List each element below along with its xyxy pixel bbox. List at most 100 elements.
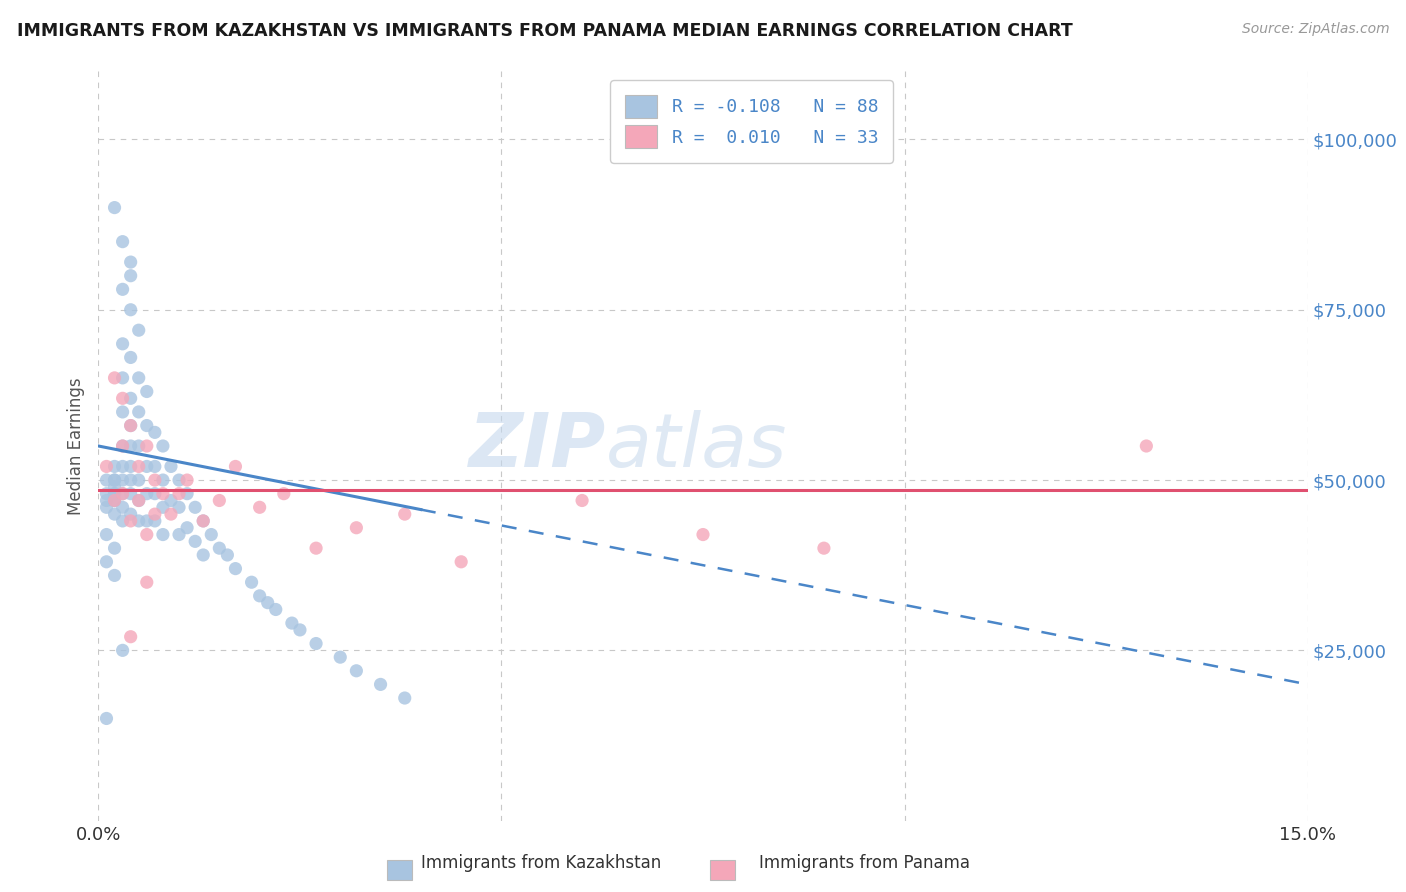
Point — [160, 507, 183, 521]
Point — [208, 541, 231, 556]
Point — [120, 418, 142, 433]
Text: Immigrants from Panama: Immigrants from Panama — [759, 855, 970, 872]
Point — [305, 636, 328, 650]
Text: Immigrants from Kazakhstan: Immigrants from Kazakhstan — [422, 855, 661, 872]
Point — [135, 486, 157, 500]
Point — [111, 392, 134, 406]
Point — [96, 555, 118, 569]
Point — [120, 418, 142, 433]
Point — [135, 527, 157, 541]
Point — [281, 616, 304, 631]
Point — [184, 500, 207, 515]
Legend: R = -0.108   N = 88, R =  0.010   N = 33: R = -0.108 N = 88, R = 0.010 N = 33 — [610, 80, 893, 163]
Point — [288, 623, 311, 637]
Point — [143, 473, 166, 487]
Point — [96, 500, 118, 515]
Point — [167, 486, 190, 500]
Point — [143, 514, 166, 528]
Point — [103, 486, 125, 500]
Point — [103, 486, 125, 500]
Point — [103, 493, 125, 508]
Point — [120, 351, 142, 365]
Point — [167, 473, 190, 487]
Y-axis label: Median Earnings: Median Earnings — [66, 377, 84, 515]
Point — [256, 596, 278, 610]
Point — [193, 514, 215, 528]
Point — [135, 418, 157, 433]
Point — [103, 541, 125, 556]
Point — [120, 268, 142, 283]
Point — [143, 507, 166, 521]
Point — [128, 405, 150, 419]
Point — [176, 521, 198, 535]
Point — [224, 561, 246, 575]
Point — [450, 555, 472, 569]
Point — [128, 371, 150, 385]
Point — [152, 486, 174, 500]
Point — [103, 473, 125, 487]
Point — [111, 643, 134, 657]
Point — [249, 589, 271, 603]
Point — [96, 459, 118, 474]
Point — [249, 500, 271, 515]
Point — [273, 486, 295, 500]
Point — [128, 323, 150, 337]
Point — [120, 439, 142, 453]
Point — [370, 677, 392, 691]
Point — [692, 527, 714, 541]
Point — [135, 439, 157, 453]
Point — [813, 541, 835, 556]
Point — [160, 493, 183, 508]
Point — [120, 630, 142, 644]
Point — [96, 493, 118, 508]
Point — [193, 548, 215, 562]
Point — [217, 548, 239, 562]
Point — [1135, 439, 1157, 453]
Point — [120, 473, 142, 487]
Text: ZIP: ZIP — [470, 409, 606, 483]
Point — [143, 425, 166, 440]
Point — [128, 493, 150, 508]
Text: atlas: atlas — [606, 410, 787, 482]
Point — [103, 568, 125, 582]
Point — [96, 527, 118, 541]
Point — [111, 486, 134, 500]
Point — [160, 459, 183, 474]
Point — [111, 439, 134, 453]
Text: Source: ZipAtlas.com: Source: ZipAtlas.com — [1241, 22, 1389, 37]
Point — [167, 527, 190, 541]
Point — [143, 486, 166, 500]
Point — [394, 691, 416, 706]
Point — [111, 235, 134, 249]
Point — [344, 521, 367, 535]
Point — [120, 486, 142, 500]
Point — [120, 255, 142, 269]
Point — [111, 486, 134, 500]
Point — [111, 514, 134, 528]
Point — [120, 514, 142, 528]
Point — [111, 439, 134, 453]
Point — [103, 201, 125, 215]
Point — [143, 459, 166, 474]
Point — [111, 336, 134, 351]
Point — [103, 480, 125, 494]
Point — [128, 439, 150, 453]
Point — [111, 459, 134, 474]
Point — [224, 459, 246, 474]
Point — [111, 405, 134, 419]
Point — [571, 493, 593, 508]
Point — [96, 486, 118, 500]
Point — [176, 473, 198, 487]
Point — [135, 459, 157, 474]
Point — [103, 473, 125, 487]
Point — [128, 514, 150, 528]
Point — [120, 302, 142, 317]
Point — [103, 371, 125, 385]
Point — [103, 459, 125, 474]
Point — [193, 514, 215, 528]
Point — [135, 514, 157, 528]
Point — [120, 507, 142, 521]
Point — [200, 527, 222, 541]
Point — [135, 384, 157, 399]
Point — [103, 493, 125, 508]
